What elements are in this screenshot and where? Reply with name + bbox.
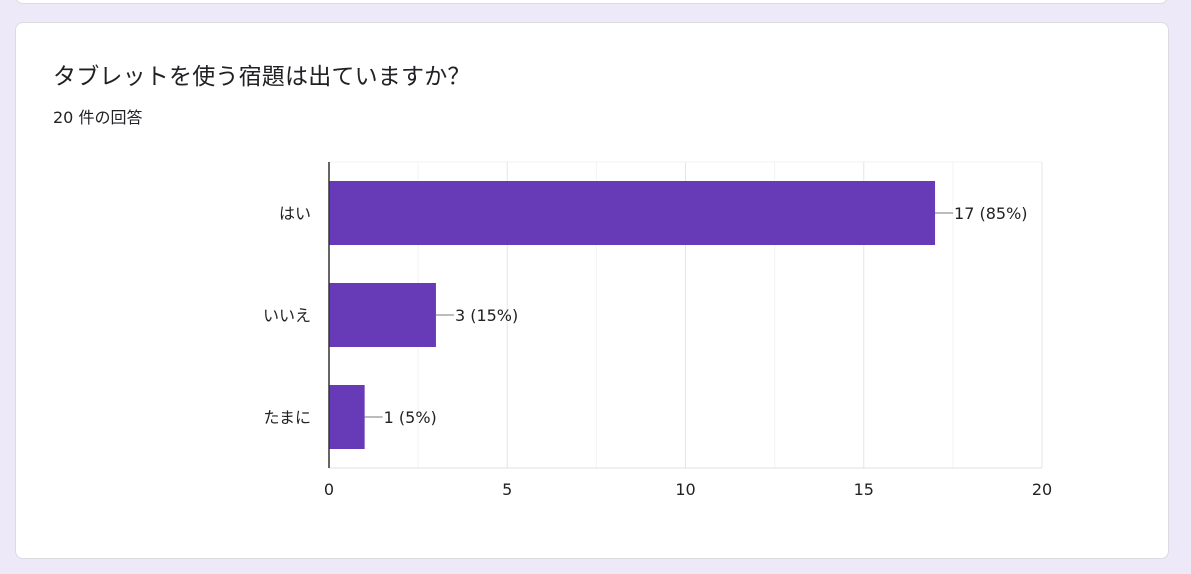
data-label: 17 (85%) — [954, 204, 1028, 223]
question-title: タブレットを使う宿題は出ていますか？ — [53, 64, 471, 90]
response-count: 20 件の回答 — [53, 108, 143, 127]
question-summary-card: タブレットを使う宿題は出ていますか？ 20 件の回答 はい 17 (85%) いいえ… — [15, 22, 1169, 559]
x-tick-label: 10 — [675, 480, 695, 499]
bar-chart: はい 17 (85%) いいえ 3 (15%) たまに 1 (5%) 0 5 10 15 20 — [263, 161, 1052, 499]
x-tick-label: 20 — [1032, 480, 1052, 499]
x-tick-label: 15 — [854, 480, 874, 499]
bar — [329, 283, 436, 347]
bar — [329, 385, 365, 449]
category-label: たまに — [263, 408, 311, 427]
x-tick-label: 5 — [502, 480, 512, 499]
previous-card — [15, 0, 1168, 4]
category-label: はい — [279, 204, 311, 223]
category-label: いいえ — [263, 306, 311, 325]
data-label: 3 (15%) — [455, 306, 518, 325]
data-label: 1 (5%) — [384, 408, 437, 427]
bar — [329, 181, 936, 245]
x-tick-label: 0 — [324, 480, 334, 499]
